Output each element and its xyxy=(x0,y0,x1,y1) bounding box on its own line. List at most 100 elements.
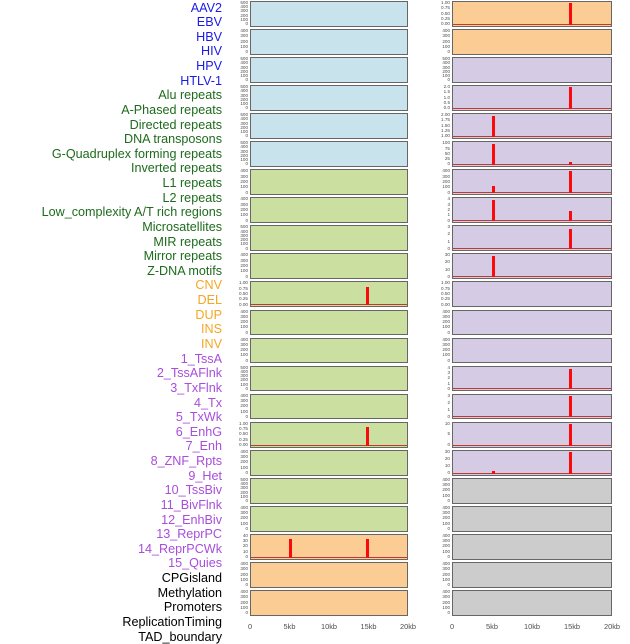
y-tick-label: 3 xyxy=(447,392,450,398)
y-axis-ticks: 500 400 300 200 100 0 xyxy=(228,85,248,111)
row-label-a-phased-repeats: A-Phased repeats xyxy=(121,102,222,117)
y-tick-label: 200 xyxy=(240,599,248,605)
y-axis-ticks: 400 300 200 100 0 xyxy=(430,477,450,504)
y-tick-label: 1 xyxy=(447,406,450,412)
y-tick-label: 300 xyxy=(240,201,248,207)
y-tick-label: 0 xyxy=(447,413,450,419)
y-tick-label: 1 xyxy=(447,212,450,218)
y-tick-label: 500 xyxy=(240,224,248,230)
row-label-ebv: EBV xyxy=(196,15,222,30)
y-tick-label: 300 xyxy=(240,566,248,572)
x-tick-label: 0 xyxy=(449,622,455,631)
track-plot-area xyxy=(453,86,611,110)
y-tick-label: 100 xyxy=(240,604,248,610)
track-baseline xyxy=(453,444,611,446)
y-axis-ticks: 400 300 200 100 0 xyxy=(430,337,450,364)
track-box xyxy=(250,393,408,420)
y-tick-label: 300 xyxy=(240,257,248,263)
track-plot-area xyxy=(453,479,611,503)
y-tick-label: 200 xyxy=(240,124,248,130)
track-plot-area xyxy=(453,254,611,278)
track-box xyxy=(250,85,408,111)
track-plot-area xyxy=(453,395,611,419)
track-plot-area xyxy=(453,367,611,391)
y-tick-label: 0.25 xyxy=(441,296,450,302)
y-tick-label: 1.25 xyxy=(441,128,450,134)
y-axis-ticks: 500 400 300 200 100 0 xyxy=(228,141,248,167)
row-label-7-enh: 7_Enh xyxy=(185,439,222,454)
track-box xyxy=(452,365,612,392)
row-label-aav2: AAV2 xyxy=(190,0,222,15)
y-tick-label: 300 xyxy=(240,510,248,516)
track-peak-bar xyxy=(569,3,573,25)
y-tick-label: 25 xyxy=(444,156,450,162)
track-peak-bar xyxy=(569,395,573,418)
track-baseline xyxy=(251,444,407,446)
y-tick-label: 2 xyxy=(447,231,450,237)
track-plot-area xyxy=(251,30,407,54)
row-label-l1-repeats: L1 repeats xyxy=(162,176,222,191)
track-peak-bar xyxy=(288,538,292,558)
track-box xyxy=(452,85,612,111)
track-plot-area xyxy=(453,2,611,26)
y-tick-label: 0 xyxy=(447,385,450,391)
y-tick-label: 100 xyxy=(442,604,450,610)
track-peak-bar xyxy=(569,228,573,250)
y-tick-label: 0 xyxy=(447,77,450,83)
track-plot-area xyxy=(251,479,407,503)
row-label-12-enhbiv: 12_EnhBiv xyxy=(161,512,222,527)
track-box xyxy=(452,561,612,588)
y-tick-label: 200 xyxy=(240,347,248,353)
y-tick-label: 300 xyxy=(240,120,248,126)
row-label-g-quadruplex-forming-repeats: G-Quadruplex forming repeats xyxy=(51,146,222,161)
track-peak-bar xyxy=(491,116,495,138)
y-tick-label: 200 xyxy=(240,263,248,269)
y-tick-label: 500 xyxy=(442,56,450,62)
y-tick-label: 0 xyxy=(245,385,248,391)
y-tick-label: 1.00 xyxy=(441,280,450,286)
x-tick-label: 0 xyxy=(247,622,253,631)
y-tick-label: 400 xyxy=(442,168,450,174)
y-tick-label: 0 xyxy=(245,133,248,139)
y-tick-label: 0.50 xyxy=(239,291,248,297)
row-label-inv: INV xyxy=(201,336,222,351)
y-tick-label: 400 xyxy=(240,560,248,566)
y-tick-label: 2 xyxy=(447,399,450,405)
track-box xyxy=(250,365,408,392)
track-box xyxy=(250,113,408,140)
y-tick-label: 0 xyxy=(447,469,450,475)
track-plot-area xyxy=(251,198,407,222)
track-peak-bar xyxy=(365,427,369,446)
track-plot-area xyxy=(251,114,407,138)
y-tick-label: 500 xyxy=(240,56,248,62)
y-axis-ticks: 400 300 200 100 0 xyxy=(228,169,248,195)
y-tick-label: 200 xyxy=(240,96,248,102)
y-tick-label: 4 xyxy=(447,196,450,202)
y-tick-label: 10 xyxy=(444,266,450,272)
y-axis-ticks: 400 300 200 100 0 xyxy=(430,309,450,336)
y-tick-label: 1.00 xyxy=(239,280,248,286)
y-tick-label: 300 xyxy=(240,173,248,179)
y-tick-label: 300 xyxy=(240,341,248,347)
track-baseline xyxy=(453,23,611,25)
y-tick-label: 0.00 xyxy=(239,441,248,447)
y-tick-label: 100 xyxy=(240,464,248,470)
track-box xyxy=(452,533,612,560)
track-plot-area xyxy=(251,142,407,166)
y-tick-label: 0 xyxy=(245,273,248,279)
track-baseline xyxy=(453,276,611,278)
track-plot-area xyxy=(251,451,407,475)
track-peak-bar xyxy=(569,451,573,474)
row-label-6-enhg: 6_EnhG xyxy=(175,424,222,439)
y-tick-label: 1.00 xyxy=(441,0,450,5)
y-axis-ticks: 30 20 10 0 xyxy=(430,253,450,279)
track-plot-area xyxy=(251,591,407,615)
y-tick-label: 0.75 xyxy=(441,285,450,291)
y-axis-ticks: 100 75 50 25 0 xyxy=(430,141,450,167)
y-axis-ticks: 400 300 200 100 0 xyxy=(430,28,450,55)
y-tick-label: 100 xyxy=(442,140,450,146)
y-axis-ticks: 1.00 0.75 0.50 0.25 0.00 xyxy=(228,281,248,307)
track-plot-area xyxy=(251,367,407,391)
